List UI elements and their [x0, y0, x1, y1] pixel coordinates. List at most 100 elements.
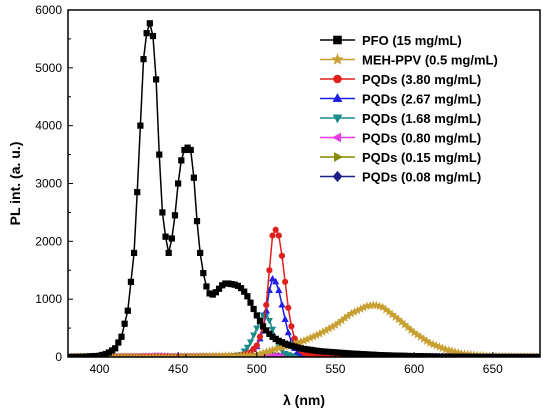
data-point [134, 189, 141, 196]
data-point [268, 326, 277, 334]
series-line [68, 277, 540, 357]
data-point [153, 76, 160, 83]
data-point [124, 307, 131, 314]
legend-item: PQDs (0.08 mg/mL) [320, 170, 481, 185]
data-point [187, 146, 194, 154]
data-point [197, 249, 204, 257]
data-point [272, 277, 280, 285]
legend-label: PQDs (3.80 mg/mL) [362, 72, 481, 87]
data-point [137, 122, 144, 129]
data-point [140, 56, 147, 63]
legend-item: PFO (15 mg/mL) [320, 33, 462, 48]
data-point [143, 30, 150, 37]
data-point [253, 342, 260, 349]
data-point [250, 332, 258, 340]
data-point [266, 267, 273, 274]
data-point [175, 180, 182, 187]
data-point [156, 151, 163, 158]
legend-marker [332, 170, 343, 183]
legend-label: MEH-PPV (0.5 mg/mL) [362, 53, 498, 68]
legend-label: PFO (15 mg/mL) [362, 33, 462, 48]
legend-item: PQDs (1.68 mg/mL) [320, 111, 481, 126]
legend-marker [331, 53, 344, 65]
data-point [162, 233, 169, 240]
x-tick-label: 500 [247, 362, 267, 376]
data-point [256, 333, 264, 340]
x-tick-label: 650 [483, 362, 503, 376]
data-point [115, 339, 122, 346]
data-point [272, 226, 279, 233]
data-point [285, 304, 292, 311]
data-point [278, 300, 286, 308]
data-point [203, 283, 210, 290]
legend-label: PQDs (0.08 mg/mL) [362, 170, 481, 185]
data-point [121, 320, 128, 327]
data-point [288, 323, 295, 330]
data-point [127, 278, 135, 285]
legend-marker [333, 74, 342, 84]
legend-label: PQDs (2.67 mg/mL) [362, 92, 481, 107]
data-point [237, 285, 245, 292]
data-point [190, 174, 197, 181]
data-point [269, 232, 276, 239]
data-point [243, 344, 251, 352]
legend-marker [333, 35, 342, 45]
data-point [268, 274, 277, 282]
data-point [244, 293, 251, 300]
legend-item: MEH-PPV (0.5 mg/mL) [320, 53, 498, 68]
legend-marker [332, 132, 342, 143]
legend-label: PQDs (0.15 mg/mL) [362, 150, 481, 165]
data-point [259, 323, 267, 330]
y-tick-label: 5000 [35, 61, 62, 75]
data-point [212, 289, 219, 296]
data-point [284, 328, 292, 336]
data-point [193, 217, 201, 225]
data-point [253, 325, 261, 333]
series-1 [68, 20, 540, 357]
data-point [281, 315, 289, 322]
data-point [159, 209, 166, 216]
y-axis-title: PL int. (a. u.) [7, 142, 23, 226]
data-point [263, 327, 270, 334]
y-tick-label: 1000 [35, 292, 62, 306]
data-point [178, 157, 185, 164]
data-point [200, 270, 207, 277]
data-point [171, 212, 179, 219]
data-point [275, 232, 282, 239]
data-point [118, 333, 125, 340]
data-point [253, 312, 260, 319]
data-point [241, 288, 248, 295]
data-point [112, 345, 119, 352]
data-point [165, 249, 172, 257]
data-point [168, 235, 175, 242]
x-tick-label: 400 [89, 362, 109, 376]
data-point [246, 339, 255, 346]
data-point [250, 305, 257, 313]
y-tick-label: 3000 [35, 177, 62, 191]
data-point [282, 278, 289, 285]
data-point [536, 353, 540, 357]
data-point [275, 286, 283, 294]
y-tick-label: 6000 [35, 3, 62, 17]
legend-item: PQDs (0.80 mg/mL) [320, 131, 481, 146]
legend-marker [333, 152, 343, 162]
legend-item: PQDs (2.67 mg/mL) [320, 92, 481, 107]
legend-label: PQDs (1.68 mg/mL) [362, 111, 481, 126]
legend-marker [332, 93, 343, 102]
data-point [130, 249, 138, 257]
legend-label: PQDs (0.80 mg/mL) [362, 131, 481, 146]
legend: PFO (15 mg/mL) MEH-PPV (0.5 mg/mL) PQDs (3… [320, 33, 498, 185]
x-tick-label: 550 [325, 362, 345, 376]
y-tick-label: 0 [55, 350, 62, 364]
x-axis-title: λ (nm) [283, 392, 325, 408]
data-point [146, 20, 153, 27]
data-point [149, 32, 157, 40]
data-point [247, 299, 254, 306]
y-tick-label: 4000 [35, 119, 62, 133]
data-point [263, 301, 270, 309]
y-tick-label: 2000 [35, 234, 62, 248]
data-point [215, 285, 223, 292]
legend-item: PQDs (0.15 mg/mL) [320, 150, 481, 165]
data-point [278, 252, 286, 259]
axis-ticks: 400 450 500 550 600 650 0 1000 2000 3000 4000 5000 6… [35, 3, 503, 376]
